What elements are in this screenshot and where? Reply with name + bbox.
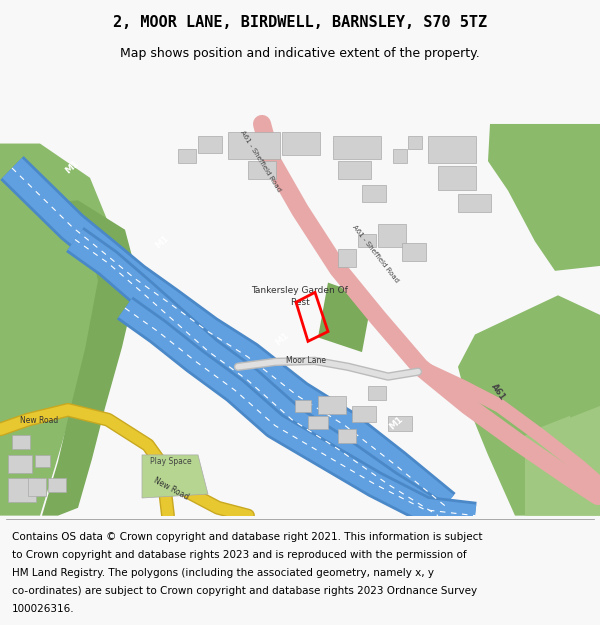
Polygon shape: [42, 201, 138, 516]
Text: Tankersley Garden Of
Rest: Tankersley Garden Of Rest: [251, 286, 349, 307]
Text: 2, MOOR LANE, BIRDWELL, BARNSLEY, S70 5TZ: 2, MOOR LANE, BIRDWELL, BARNSLEY, S70 5T…: [113, 15, 487, 30]
Polygon shape: [28, 478, 46, 496]
Polygon shape: [318, 282, 372, 352]
Polygon shape: [228, 132, 280, 159]
Polygon shape: [458, 194, 491, 212]
Polygon shape: [8, 478, 36, 502]
Polygon shape: [555, 438, 595, 474]
Polygon shape: [198, 136, 222, 153]
Polygon shape: [438, 166, 476, 189]
Polygon shape: [378, 224, 406, 248]
Text: HM Land Registry. The polygons (including the associated geometry, namely x, y: HM Land Registry. The polygons (includin…: [12, 568, 434, 578]
Polygon shape: [362, 184, 386, 203]
Polygon shape: [540, 416, 575, 447]
Text: 100026316.: 100026316.: [12, 604, 74, 614]
Polygon shape: [318, 396, 346, 414]
Polygon shape: [393, 149, 407, 163]
Text: M1: M1: [154, 234, 170, 251]
Text: New Road: New Road: [20, 416, 58, 426]
Polygon shape: [48, 478, 66, 492]
Polygon shape: [488, 124, 600, 271]
Text: New Road: New Road: [152, 476, 190, 502]
Text: M1: M1: [274, 331, 290, 348]
Polygon shape: [282, 132, 320, 155]
Polygon shape: [388, 416, 412, 431]
Polygon shape: [458, 296, 600, 516]
Text: A61: A61: [489, 382, 507, 402]
Polygon shape: [358, 234, 376, 248]
Polygon shape: [368, 386, 386, 400]
Text: co-ordinates) are subject to Crown copyright and database rights 2023 Ordnance S: co-ordinates) are subject to Crown copyr…: [12, 586, 477, 596]
Polygon shape: [142, 455, 208, 498]
Text: to Crown copyright and database rights 2023 and is reproduced with the permissio: to Crown copyright and database rights 2…: [12, 550, 467, 560]
Polygon shape: [402, 243, 426, 261]
Text: A61 - Sheffield Road: A61 - Sheffield Road: [351, 224, 399, 283]
Text: Play Space: Play Space: [150, 458, 192, 466]
Polygon shape: [0, 144, 110, 516]
Polygon shape: [35, 455, 50, 467]
Polygon shape: [308, 416, 328, 429]
Polygon shape: [8, 455, 32, 472]
Polygon shape: [428, 136, 476, 163]
Text: M1: M1: [388, 414, 404, 431]
Text: M1: M1: [64, 159, 80, 176]
Polygon shape: [178, 149, 196, 163]
Polygon shape: [295, 400, 311, 412]
Polygon shape: [333, 136, 381, 159]
Text: Contains OS data © Crown copyright and database right 2021. This information is : Contains OS data © Crown copyright and d…: [12, 532, 482, 542]
Polygon shape: [338, 429, 356, 443]
Polygon shape: [352, 406, 376, 422]
Polygon shape: [248, 161, 276, 179]
Polygon shape: [338, 161, 371, 179]
Polygon shape: [338, 249, 356, 267]
Polygon shape: [408, 136, 422, 149]
Text: A61 - Sheffield Road: A61 - Sheffield Road: [239, 129, 283, 192]
Polygon shape: [12, 436, 30, 449]
Polygon shape: [525, 406, 600, 516]
Text: Map shows position and indicative extent of the property.: Map shows position and indicative extent…: [120, 48, 480, 61]
Text: Moor Lane: Moor Lane: [286, 356, 326, 365]
